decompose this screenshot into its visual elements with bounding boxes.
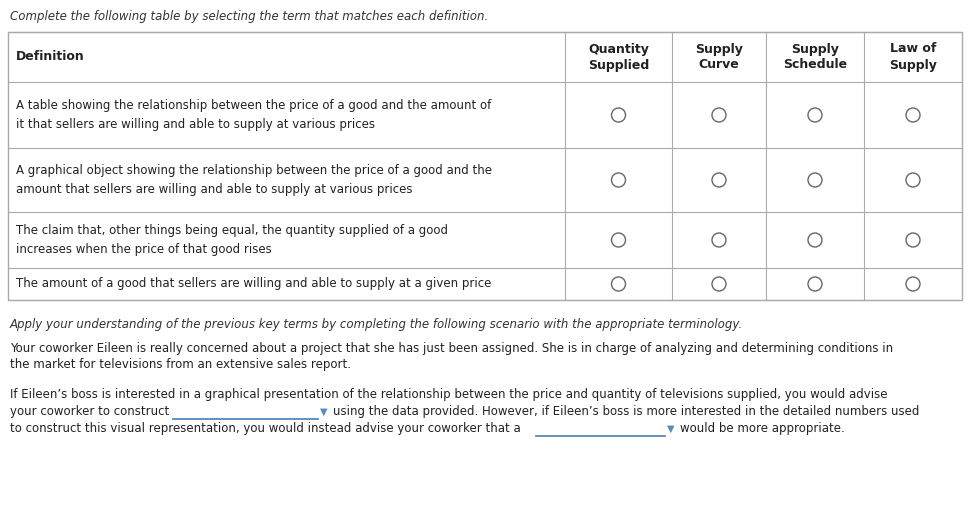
Text: Quantity
Supplied: Quantity Supplied <box>588 42 649 72</box>
Text: If Eileen’s boss is interested in a graphical presentation of the relationship b: If Eileen’s boss is interested in a grap… <box>10 388 887 401</box>
Circle shape <box>808 277 822 291</box>
Circle shape <box>906 277 920 291</box>
Circle shape <box>906 173 920 187</box>
Text: Apply your understanding of the previous key terms by completing the following s: Apply your understanding of the previous… <box>10 318 744 331</box>
Circle shape <box>906 233 920 247</box>
Text: your coworker to construct: your coworker to construct <box>10 405 169 418</box>
Text: The amount of a good that sellers are willing and able to supply at a given pric: The amount of a good that sellers are wi… <box>16 278 492 290</box>
Text: would be more appropriate.: would be more appropriate. <box>680 422 845 435</box>
Circle shape <box>611 173 626 187</box>
Circle shape <box>611 233 626 247</box>
Circle shape <box>808 108 822 122</box>
Circle shape <box>808 173 822 187</box>
Circle shape <box>611 277 626 291</box>
Text: Definition: Definition <box>16 51 85 63</box>
Text: Law of
Supply: Law of Supply <box>889 42 937 72</box>
Circle shape <box>712 277 726 291</box>
Text: Complete the following table by selecting the term that matches each definition.: Complete the following table by selectin… <box>10 10 488 23</box>
Text: The claim that, other things being equal, the quantity supplied of a good
increa: The claim that, other things being equal… <box>16 224 448 256</box>
Circle shape <box>906 108 920 122</box>
Text: using the data provided. However, if Eileen’s boss is more interested in the det: using the data provided. However, if Eil… <box>333 405 920 418</box>
Text: A table showing the relationship between the price of a good and the amount of
i: A table showing the relationship between… <box>16 99 491 131</box>
Text: A graphical object showing the relationship between the price of a good and the
: A graphical object showing the relations… <box>16 164 492 196</box>
Circle shape <box>712 108 726 122</box>
Circle shape <box>611 108 626 122</box>
Text: ▼: ▼ <box>320 407 328 417</box>
Circle shape <box>712 173 726 187</box>
Circle shape <box>712 233 726 247</box>
Text: Supply
Curve: Supply Curve <box>695 42 743 72</box>
Circle shape <box>808 233 822 247</box>
Text: Supply
Schedule: Supply Schedule <box>782 42 847 72</box>
Text: the market for televisions from an extensive sales report.: the market for televisions from an exten… <box>10 358 351 371</box>
Text: ▼: ▼ <box>667 424 675 434</box>
Text: Your coworker Eileen is really concerned about a project that she has just been : Your coworker Eileen is really concerned… <box>10 342 893 355</box>
Text: to construct this visual representation, you would instead advise your coworker : to construct this visual representation,… <box>10 422 521 435</box>
Bar <box>8 32 962 300</box>
